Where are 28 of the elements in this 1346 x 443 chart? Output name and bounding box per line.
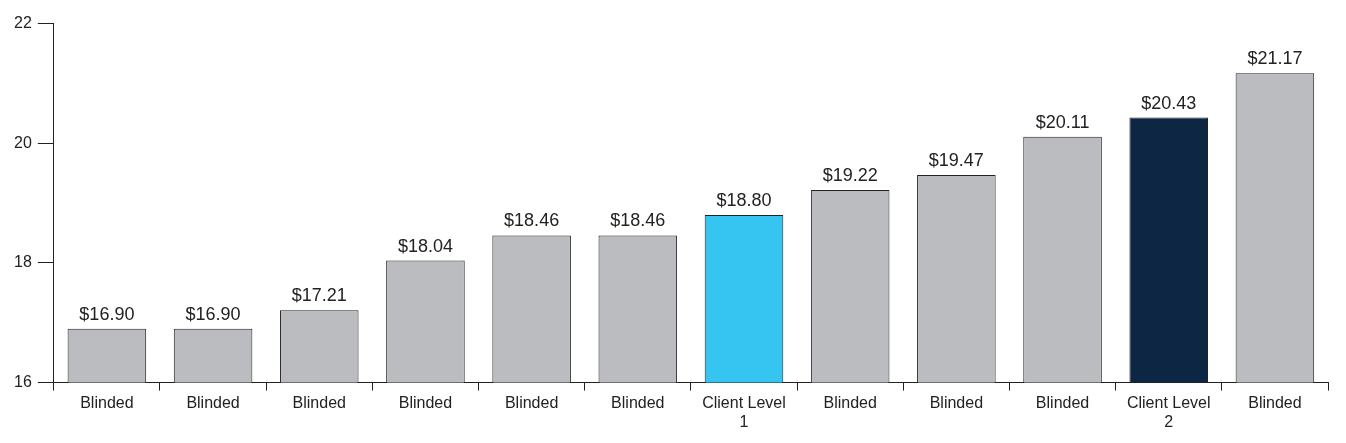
data-label: $16.90	[79, 303, 135, 324]
y-tick-label: 16	[14, 373, 32, 391]
x-tick-label: Blinded	[80, 393, 134, 411]
data-label: $18.46	[504, 210, 560, 231]
data-label: $20.43	[1141, 92, 1197, 113]
x-tick-label: Client Level 2	[1126, 393, 1211, 430]
x-tick-label: Blinded	[186, 393, 240, 411]
x-tick-label: Blinded	[504, 393, 559, 411]
data-label: $18.46	[610, 210, 666, 231]
y-tick-label: 20	[14, 133, 32, 151]
data-label: $17.21	[291, 285, 347, 306]
x-tick-label: Client Level 1	[702, 393, 786, 430]
data-label: $18.04	[397, 235, 453, 256]
data-label: $18.80	[716, 190, 772, 211]
x-tick-label: Blinded	[611, 393, 665, 411]
y-tick-label: 18	[14, 253, 32, 271]
data-label: $19.22	[822, 164, 878, 185]
data-label: $16.90	[185, 303, 241, 324]
x-tick-label: Blinded	[1035, 393, 1090, 411]
x-tick-label: Blinded	[292, 393, 346, 411]
data-label: $20.11	[1035, 111, 1090, 132]
data-label: $19.47	[928, 149, 984, 170]
x-tick-label: Blinded	[823, 393, 877, 411]
x-tick-label: Blinded	[1248, 393, 1302, 411]
data-label: $21.17	[1247, 48, 1303, 69]
x-tick-label: Blinded	[398, 393, 453, 411]
y-tick-label: 22	[14, 14, 32, 32]
x-tick-label: Blinded	[929, 393, 984, 411]
